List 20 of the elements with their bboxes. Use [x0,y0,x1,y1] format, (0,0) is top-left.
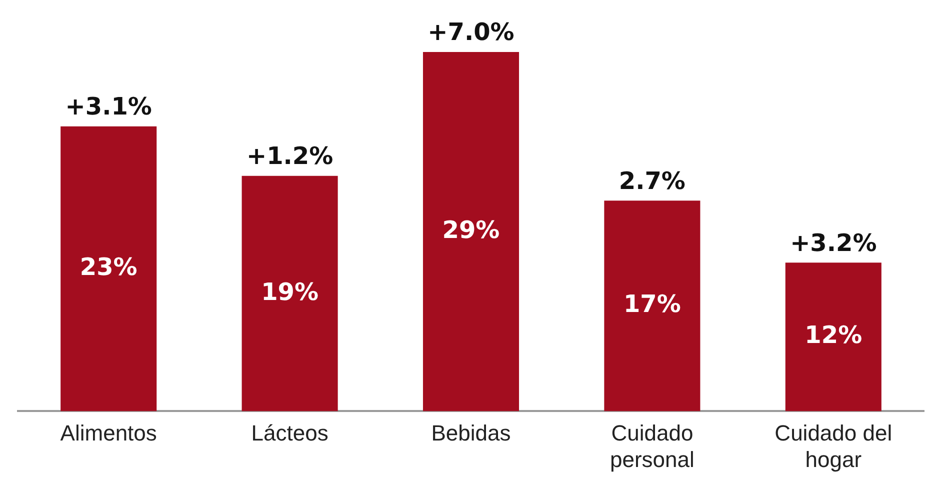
x-tick-label: Alimentos [60,420,157,446]
annotation: 2.7% [618,166,686,195]
annotation: +3.2% [790,228,877,257]
x-tick-label: Lácteos [251,420,328,446]
bar [785,262,882,412]
bar [604,200,700,412]
x-tick-label: Bebidas [431,420,511,446]
bar [422,52,520,412]
annotation: +7.0% [428,18,514,46]
data-label: 29% [442,216,500,244]
x-tick-label: Cuidado del hogar [774,420,892,472]
data-label: 17% [623,290,681,318]
annotation: +1.2% [246,142,334,170]
bar [60,126,157,412]
annotation: +3.1% [65,92,152,121]
data-label: 23% [80,252,138,281]
x-tick-label: Cuidado personal [610,420,694,472]
data-label: 19% [261,278,319,306]
bar [242,176,338,412]
data-label: 12% [804,321,862,350]
